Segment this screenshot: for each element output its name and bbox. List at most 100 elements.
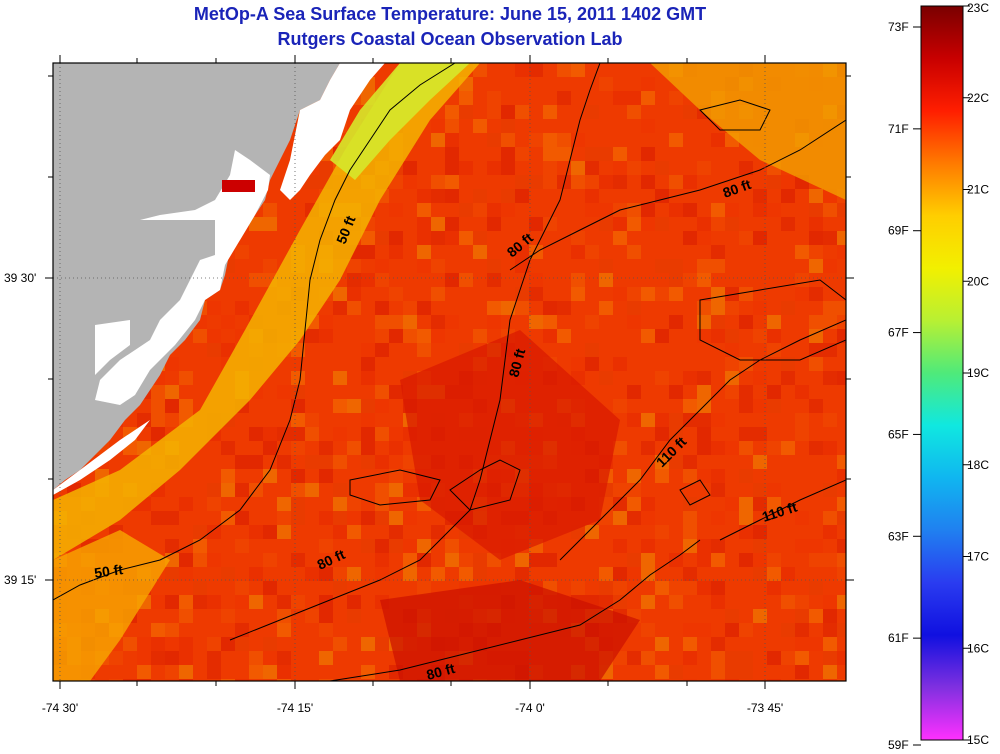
sst-pixel [627, 553, 641, 567]
sst-pixel [165, 399, 179, 413]
sst-pixel [473, 203, 487, 217]
sst-pixel [361, 511, 375, 525]
sst-pixel [809, 637, 823, 651]
sst-pixel [263, 259, 277, 273]
sst-pixel [291, 511, 305, 525]
sst-pixel [767, 581, 781, 595]
sst-pixel [347, 399, 361, 413]
sst-pixel [571, 63, 585, 77]
sst-pixel [711, 259, 725, 273]
sst-pixel [445, 231, 459, 245]
sst-pixel [809, 259, 823, 273]
sst-pixel [375, 329, 389, 343]
sst-pixel [641, 287, 655, 301]
sst-pixel [137, 637, 151, 651]
sst-pixel [543, 329, 557, 343]
sst-pixel [375, 553, 389, 567]
sst-pixel [179, 665, 193, 679]
sst-pixel [683, 623, 697, 637]
sst-pixel [109, 651, 123, 665]
sst-pixel [431, 231, 445, 245]
sst-pixel [221, 567, 235, 581]
sst-pixel [333, 455, 347, 469]
sst-pixel [389, 469, 403, 483]
sst-pixel [487, 91, 501, 105]
sst-pixel [571, 245, 585, 259]
sst-pixel [557, 91, 571, 105]
sst-pixel [459, 91, 473, 105]
sst-pixel [599, 567, 613, 581]
sst-pixel [235, 637, 249, 651]
sst-pixel [375, 511, 389, 525]
sst-pixel [795, 413, 809, 427]
sst-pixel [823, 623, 837, 637]
sst-pixel [417, 301, 431, 315]
sst-pixel [739, 441, 753, 455]
sst-pixel [711, 483, 725, 497]
sst-pixel [487, 161, 501, 175]
sst-pixel [571, 133, 585, 147]
sst-pixel [683, 231, 697, 245]
sst-pixel [767, 679, 781, 681]
sst-pixel [235, 595, 249, 609]
sst-pixel [221, 315, 235, 329]
sst-pixel [627, 203, 641, 217]
sst-pixel [599, 595, 613, 609]
sst-pixel [249, 427, 263, 441]
sst-pixel [445, 147, 459, 161]
sst-pixel [795, 385, 809, 399]
sst-pixel [207, 553, 221, 567]
sst-pixel [823, 651, 837, 665]
sst-pixel [165, 665, 179, 679]
sst-pixel [263, 553, 277, 567]
sst-pixel [529, 175, 543, 189]
sst-pixel [669, 259, 683, 273]
sst-pixel [319, 469, 333, 483]
sst-pixel [711, 553, 725, 567]
sst-pixel [613, 287, 627, 301]
sst-pixel [739, 287, 753, 301]
sst-pixel [361, 343, 375, 357]
sst-pixel [837, 539, 846, 553]
sst-pixel [767, 567, 781, 581]
sst-pixel [207, 343, 221, 357]
sst-pixel [823, 371, 837, 385]
sst-pixel [179, 399, 193, 413]
sst-pixel [585, 175, 599, 189]
sst-pixel [221, 343, 235, 357]
sst-pixel [613, 539, 627, 553]
sst-pixel [487, 301, 501, 315]
sst-pixel [235, 483, 249, 497]
sst-pixel [641, 329, 655, 343]
sst-pixel [151, 595, 165, 609]
sst-pixel [795, 539, 809, 553]
sst-pixel [543, 175, 557, 189]
sst-pixel [837, 315, 846, 329]
sst-pixel [361, 371, 375, 385]
sst-pixel [417, 231, 431, 245]
sst-pixel [585, 245, 599, 259]
northeast-warm-patch [650, 63, 846, 200]
sst-pixel [459, 567, 473, 581]
sst-pixel [599, 175, 613, 189]
sst-pixel [193, 581, 207, 595]
sst-pixel [809, 609, 823, 623]
sst-pixel [473, 231, 487, 245]
sst-pixel [165, 553, 179, 567]
sst-pixel [585, 189, 599, 203]
map-frame [52, 62, 847, 682]
sst-pixel [557, 63, 571, 77]
sst-pixel [291, 595, 305, 609]
sst-pixel [683, 581, 697, 595]
sst-pixel [697, 301, 711, 315]
sst-pixel [305, 609, 319, 623]
sst-pixel [683, 511, 697, 525]
sst-pixel [753, 483, 767, 497]
sst-pixel [683, 525, 697, 539]
sst-pixel [529, 273, 543, 287]
sst-pixel [165, 651, 179, 665]
sst-pixel [193, 539, 207, 553]
sst-pixel [711, 301, 725, 315]
sst-pixel [571, 581, 585, 595]
sst-pixel [697, 259, 711, 273]
